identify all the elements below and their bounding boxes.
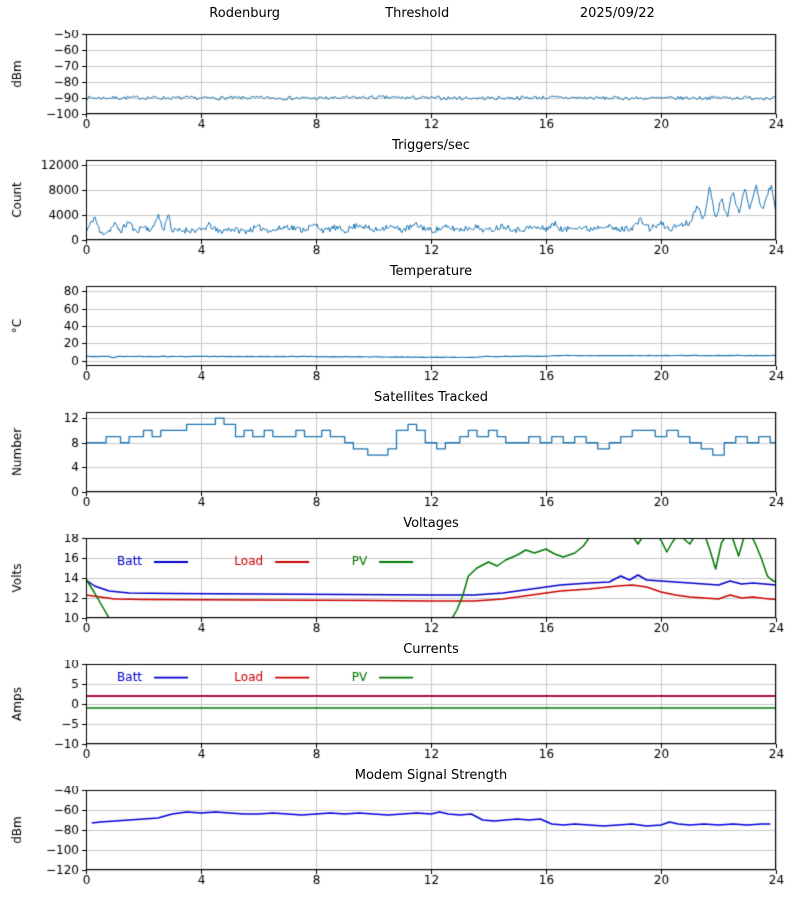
chart-title-currents: Currents <box>403 642 459 657</box>
chart-title-modem-signal-strength: Modem Signal Strength <box>354 768 508 783</box>
report-date: 2025/09/22 <box>579 6 655 21</box>
chart-canvas-signal-threshold <box>0 30 800 134</box>
chart-title-triggers-per-sec: Triggers/sec <box>392 138 470 153</box>
subplot-currents: Currents <box>0 640 800 764</box>
threshold-label: Threshold <box>385 6 450 21</box>
station-name: Rodenburg <box>209 6 281 21</box>
subplot-modem-signal-strength: Modem Signal Strength <box>0 766 800 890</box>
chart-canvas-modem-signal-strength <box>0 786 800 890</box>
subplot-voltages: Voltages <box>0 514 800 638</box>
subplot-signal-threshold <box>0 30 800 134</box>
chart-canvas-temperature <box>0 282 800 386</box>
chart-canvas-currents <box>0 660 800 764</box>
chart-title-satellites-tracked: Satellites Tracked <box>374 390 488 405</box>
chart-title-temperature: Temperature <box>389 264 473 279</box>
subplot-temperature: Temperature <box>0 262 800 386</box>
chart-canvas-satellites-tracked <box>0 408 800 512</box>
subplot-satellites-tracked: Satellites Tracked <box>0 388 800 512</box>
subplot-triggers-per-sec: Triggers/sec <box>0 136 800 260</box>
charts-stack: Triggers/sec Temperature Satellites Tracke… <box>0 30 800 890</box>
chart-canvas-voltages <box>0 534 800 638</box>
chart-title-voltages: Voltages <box>403 516 459 531</box>
figure-header: Rodenburg Threshold 2025/09/22 <box>86 6 776 30</box>
chart-canvas-triggers-per-sec <box>0 156 800 260</box>
